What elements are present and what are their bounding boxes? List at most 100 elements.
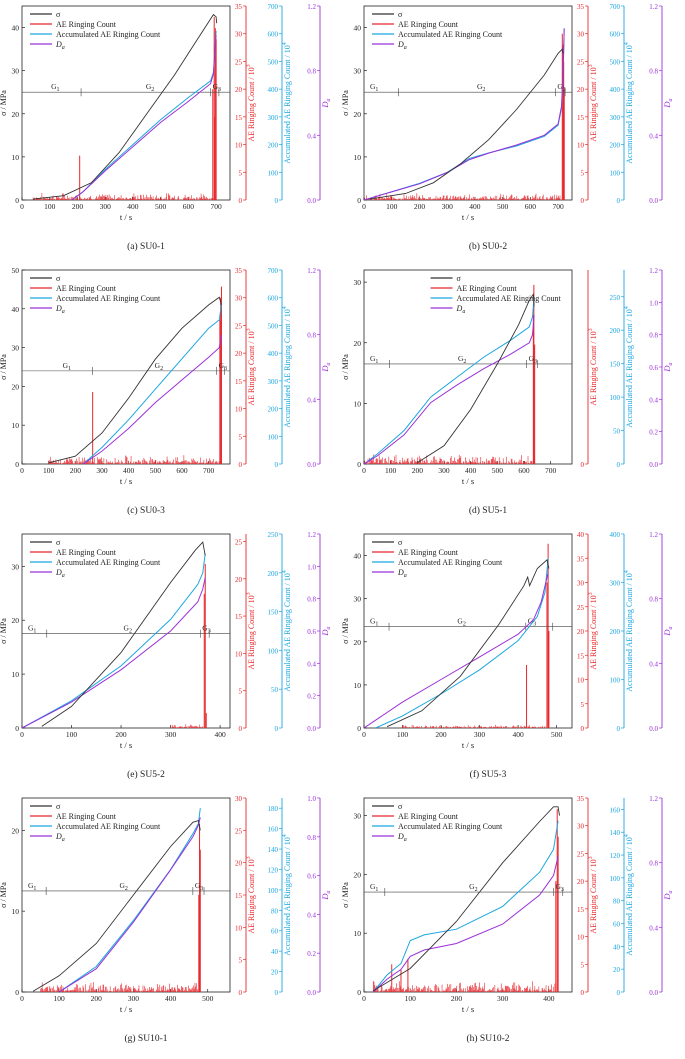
axis-da-tick-label: 1.0 bbox=[307, 795, 316, 803]
axis-ae-tick-label: 15 bbox=[235, 378, 243, 386]
axis-ae-tick-label: 35 bbox=[577, 795, 585, 803]
axis-acc-tick-label: 200 bbox=[610, 142, 621, 150]
x-axis-label: t / s bbox=[120, 476, 132, 486]
legend-ae-label: AE Ringing Count bbox=[56, 812, 117, 821]
axis-ae-label: AE Ringing Count / 103 bbox=[588, 592, 598, 669]
axis-ae-label: AE Ringing Count / 103 bbox=[246, 856, 256, 933]
x-tick-label: 100 bbox=[66, 730, 78, 739]
y-axis-label-stress: σ / MPa bbox=[341, 90, 350, 116]
axis-da-tick-label: 0.8 bbox=[649, 596, 658, 604]
axis-da-tick-label: 0.2 bbox=[307, 950, 316, 958]
stage-label-G3: G3 bbox=[528, 617, 536, 628]
axis-ae-tick-label: 25 bbox=[577, 58, 585, 66]
x-tick-label: 400 bbox=[165, 994, 177, 1003]
axis-acc-tick-label: 400 bbox=[610, 531, 621, 539]
y-tick-label: 30 bbox=[12, 344, 20, 353]
accumulated-ae-curve bbox=[22, 553, 206, 728]
stage-label-G3: G3 bbox=[556, 882, 564, 893]
y-tick-label: 10 bbox=[12, 421, 20, 430]
axis-da-tick-label: 0.0 bbox=[307, 989, 316, 997]
axis-da-label: Da bbox=[320, 98, 332, 108]
axis-da-label: Da bbox=[662, 890, 674, 900]
axis-acc-tick-label: 400 bbox=[268, 350, 279, 358]
axis-da-label: Da bbox=[320, 890, 332, 900]
axis-acc-tick-label: 600 bbox=[268, 295, 279, 303]
plot-frame bbox=[21, 533, 231, 729]
legend-ae-label: AE Ringing Count bbox=[56, 548, 117, 557]
axis-ae-label: AE Ringing Count / 103 bbox=[588, 328, 598, 405]
axis-da-tick-label: 0.8 bbox=[307, 596, 316, 604]
axis-acc-tick-label: 700 bbox=[610, 3, 621, 11]
legend-acc-label: Accumulated AE Ringing Count bbox=[398, 30, 503, 39]
stage-label-G1: G1 bbox=[28, 881, 36, 892]
x-tick-label: 200 bbox=[72, 202, 84, 211]
y-tick-label: 10 bbox=[12, 153, 20, 162]
axis-acc-tick-label: 140 bbox=[268, 846, 279, 854]
chart-caption: (a) SU0-1 bbox=[127, 241, 165, 252]
axis-da-tick-label: 0.6 bbox=[307, 873, 316, 881]
x-tick-label: 100 bbox=[44, 202, 56, 211]
axis-ae-tick-label: 20 bbox=[235, 860, 243, 868]
x-tick-label: 400 bbox=[123, 466, 135, 475]
legend-ae-label: AE Ringing Count bbox=[457, 284, 518, 293]
x-tick-label: 600 bbox=[176, 466, 188, 475]
axis-acc-tick-label: 60 bbox=[613, 921, 621, 929]
axis-ae-tick-label: 35 bbox=[235, 267, 243, 275]
x-tick-label: 0 bbox=[362, 994, 366, 1003]
x-tick-label: 400 bbox=[543, 994, 555, 1003]
axis-ae-tick-label: 5 bbox=[239, 688, 243, 696]
y-axis-label-stress: σ / MPa bbox=[341, 618, 350, 644]
x-tick-label: 700 bbox=[545, 466, 557, 475]
axis-ae-tick-label: 20 bbox=[235, 576, 243, 584]
axis-da-tick-label: 0.8 bbox=[649, 332, 658, 340]
axis-ae-tick-label: 5 bbox=[239, 169, 243, 177]
axis-acc-tick-label: 100 bbox=[268, 169, 279, 177]
stage-label-G2: G2 bbox=[457, 617, 465, 628]
stress-curve bbox=[386, 559, 550, 728]
x-tick-label: 300 bbox=[497, 994, 509, 1003]
axis-ae-tick-label: 35 bbox=[577, 555, 585, 563]
axis-da-tick-label: 0.6 bbox=[307, 628, 316, 636]
axis-ae-tick-label: 30 bbox=[577, 580, 585, 588]
y-tick-label: 30 bbox=[354, 67, 362, 76]
x-tick-label: 400 bbox=[512, 730, 524, 739]
stage-label-G3: G3 bbox=[213, 82, 221, 93]
y-tick-label: 0 bbox=[15, 196, 19, 205]
axis-acc-tick-label: 600 bbox=[610, 31, 621, 39]
axis-ae-tick-label: 0 bbox=[239, 461, 243, 469]
accumulated-ae-curve bbox=[364, 28, 565, 200]
axis-da-tick-label: 0.0 bbox=[649, 725, 658, 733]
legend-acc-label: Accumulated AE Ringing Count bbox=[56, 30, 161, 39]
axis-ae-tick-label: 25 bbox=[235, 58, 243, 66]
x-tick-label: 100 bbox=[43, 466, 55, 475]
axis-ae-tick-label: 10 bbox=[235, 142, 243, 150]
y-tick-label: 0 bbox=[357, 196, 361, 205]
x-axis-label: t / s bbox=[462, 212, 474, 222]
accumulated-ae-curve bbox=[372, 820, 559, 992]
legend-da-label: Da bbox=[397, 568, 407, 579]
x-tick-label: 400 bbox=[214, 730, 226, 739]
stress-curve bbox=[417, 292, 535, 464]
legend-sigma-label: σ bbox=[56, 538, 61, 547]
stage-label-G1: G1 bbox=[370, 882, 378, 893]
accumulated-ae-curve bbox=[364, 296, 535, 464]
legend-acc-label: Accumulated AE Ringing Count bbox=[56, 294, 161, 303]
x-tick-label: 700 bbox=[553, 202, 565, 211]
y-axis-label-stress: σ / MPa bbox=[0, 354, 8, 380]
axis-acc-tick-label: 100 bbox=[610, 169, 621, 177]
axis-ae-tick-label: 30 bbox=[235, 31, 243, 39]
y-tick-label: 20 bbox=[354, 339, 362, 348]
x-tick-label: 100 bbox=[397, 730, 409, 739]
x-tick-label: 500 bbox=[202, 994, 214, 1003]
stress-curve bbox=[33, 13, 218, 200]
y-tick-label: 0 bbox=[357, 724, 361, 733]
stage-label-G1: G1 bbox=[370, 354, 378, 365]
axis-acc-tick-label: 200 bbox=[268, 406, 279, 414]
axis-da-tick-label: 0.0 bbox=[307, 461, 316, 469]
axis-ae-tick-label: 10 bbox=[235, 924, 243, 932]
axis-ae-tick-label: 20 bbox=[235, 86, 243, 94]
axis-ae-tick-label: 35 bbox=[577, 3, 585, 11]
axis-da-tick-label: 0.4 bbox=[307, 911, 316, 919]
